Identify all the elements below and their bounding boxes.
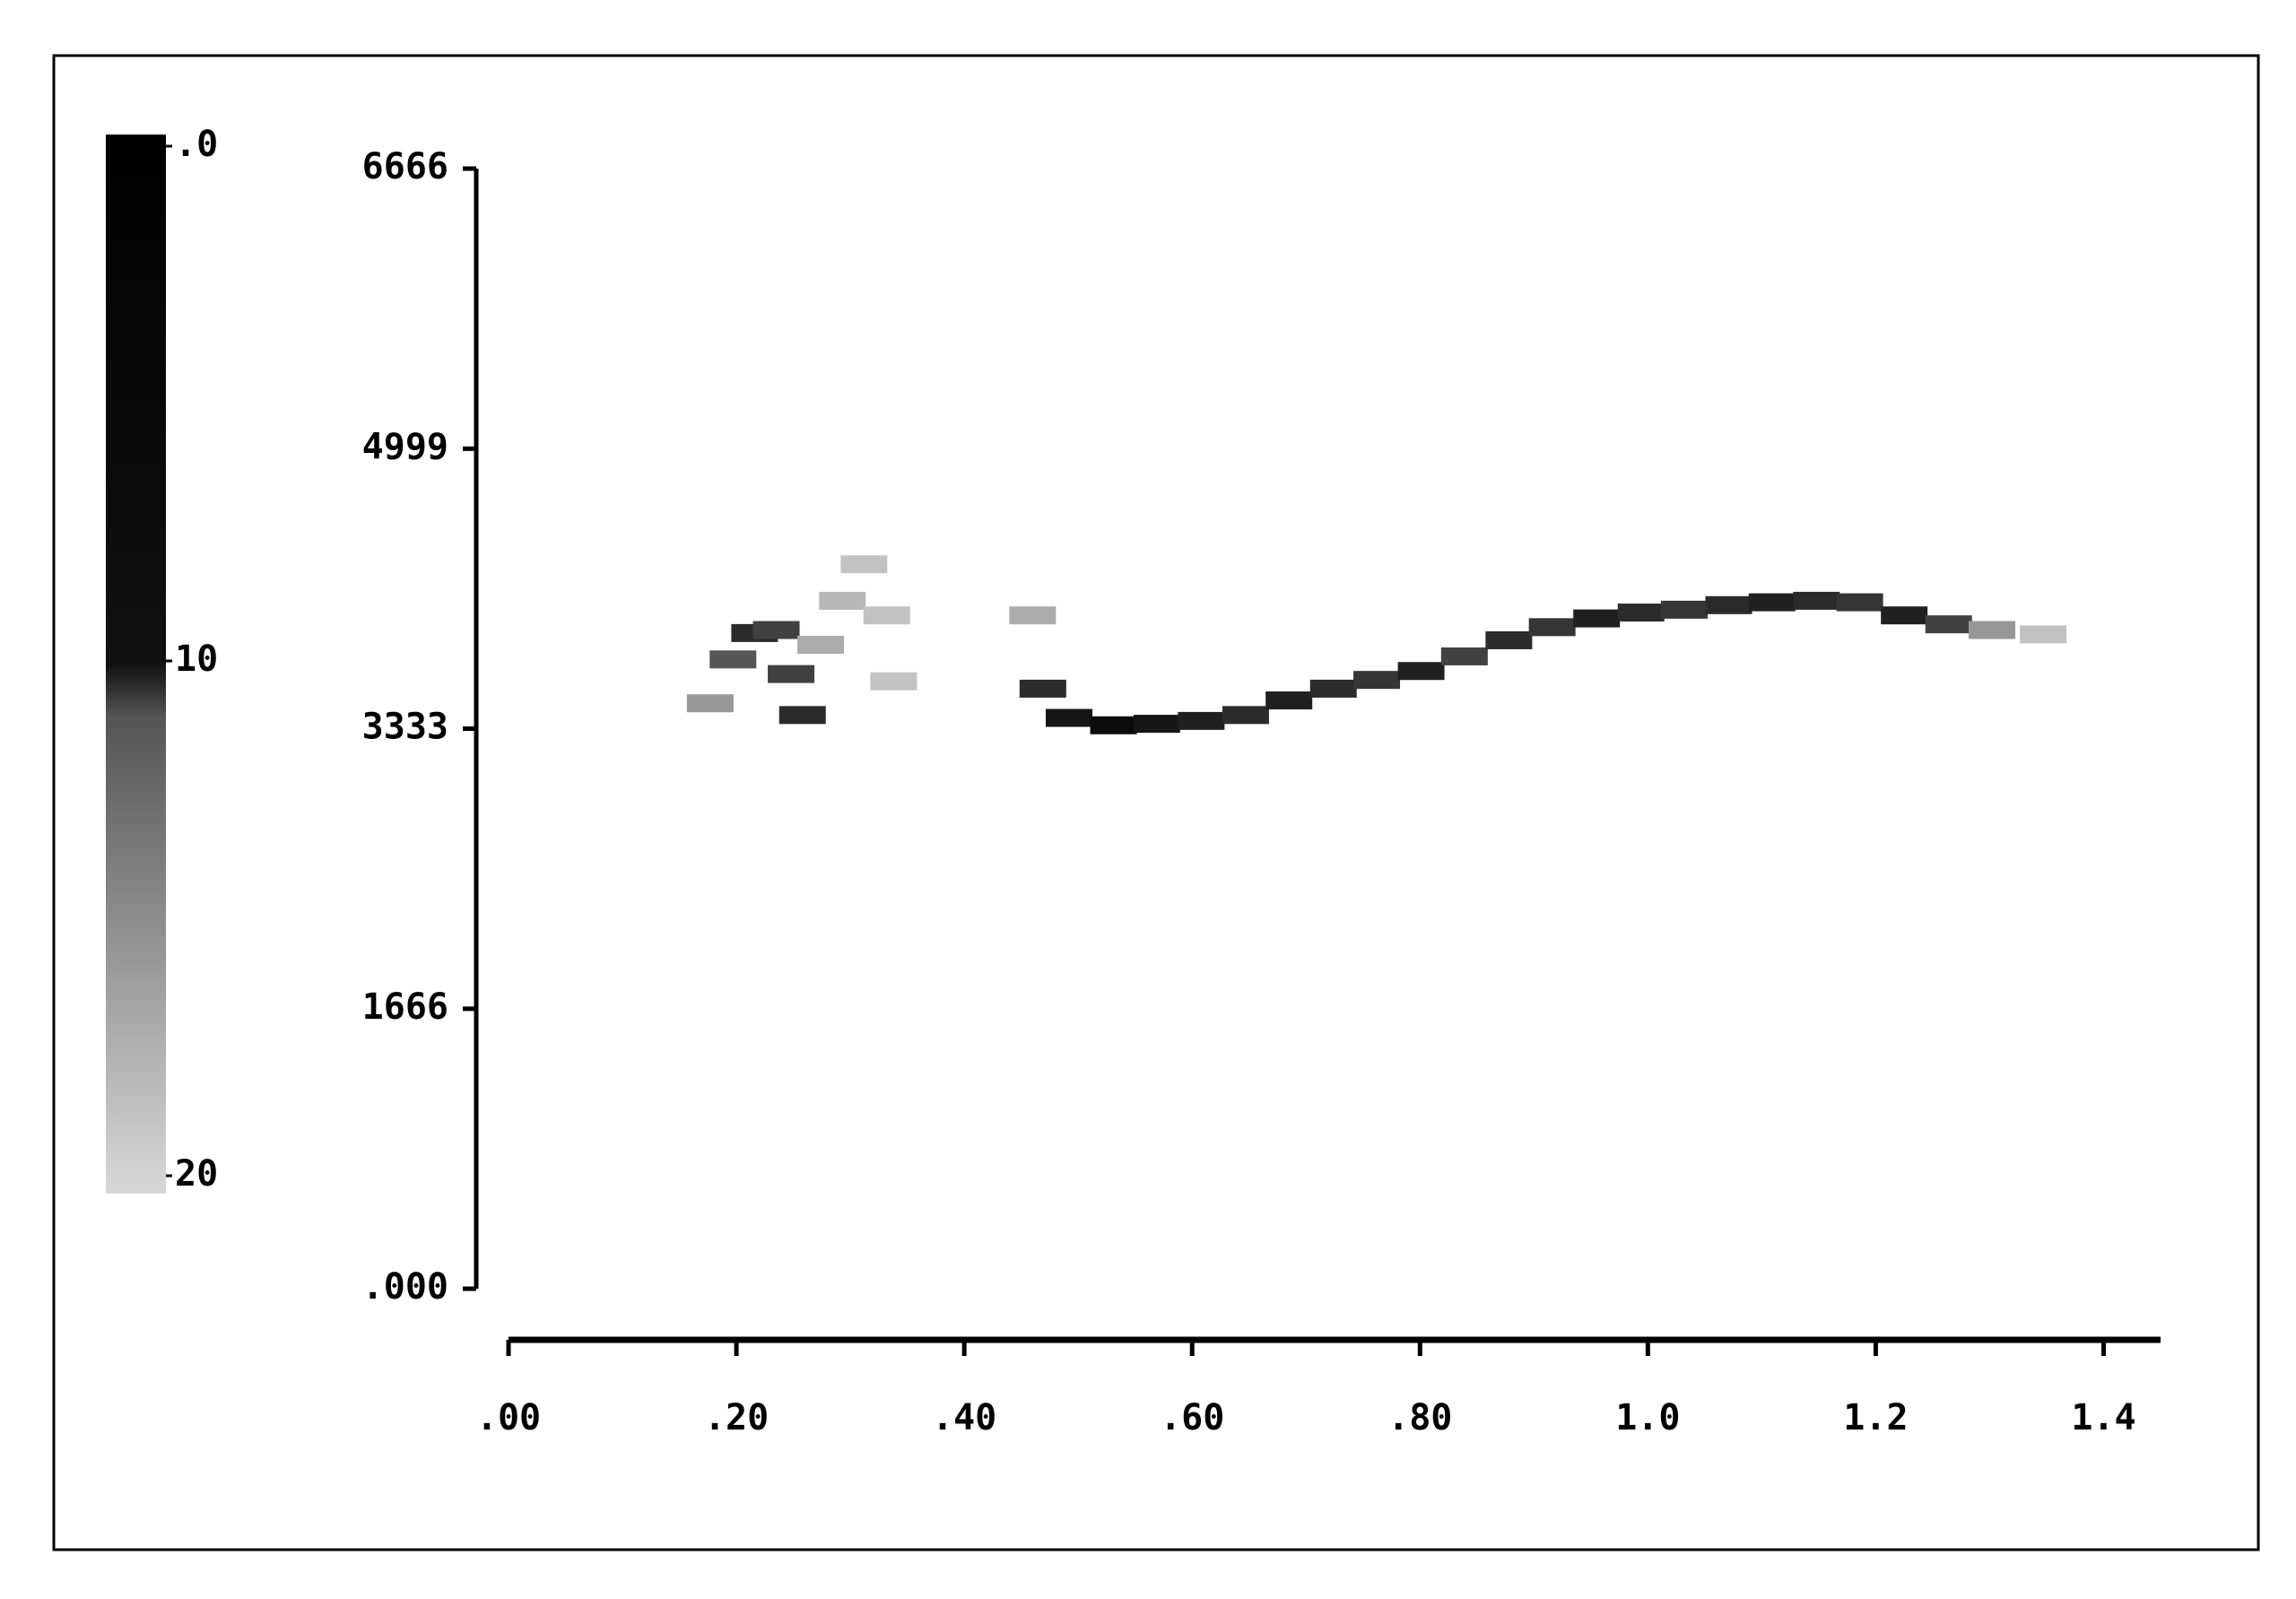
x-tick-label: .40 (932, 1397, 996, 1438)
point (1009, 606, 1057, 625)
frame (52, 54, 2260, 1551)
point (1705, 595, 1752, 614)
y-tick-label: 4999 (362, 426, 448, 467)
point (709, 650, 757, 669)
point (870, 672, 918, 691)
point (1353, 671, 1401, 690)
y-tick-label: 1666 (362, 986, 448, 1028)
colorbar-label: .0 (175, 124, 218, 165)
point (797, 636, 845, 655)
point (1617, 604, 1665, 622)
x-tick-label: 1.4 (2071, 1397, 2135, 1438)
point (752, 621, 800, 639)
x-tick-label: .00 (476, 1397, 541, 1438)
point (819, 591, 866, 610)
point (1925, 615, 1972, 634)
point (1528, 618, 1576, 637)
point (1309, 679, 1357, 698)
point (1793, 591, 1840, 610)
point (840, 555, 888, 574)
point (686, 694, 734, 713)
x-tick-label: .60 (1160, 1397, 1224, 1438)
point (1178, 711, 1225, 730)
point (768, 665, 815, 683)
point (1046, 708, 1093, 727)
point (1019, 679, 1066, 698)
point (1660, 600, 1708, 619)
point (1222, 706, 1269, 725)
point (1573, 609, 1621, 628)
x-tick-label: .20 (704, 1397, 769, 1438)
x-tick-label: 1.0 (1615, 1397, 1680, 1438)
x-tick-label: .80 (1387, 1397, 1452, 1438)
point (1485, 630, 1533, 649)
y-tick-label: 3333 (362, 707, 448, 748)
point (1881, 606, 1928, 625)
point (1265, 691, 1313, 710)
point (2020, 625, 2067, 644)
point (1748, 593, 1796, 612)
point (1836, 593, 1883, 612)
point (1440, 647, 1488, 665)
colorbar (106, 135, 166, 1194)
x-tick-label: 1.2 (1843, 1397, 1908, 1438)
point (778, 706, 826, 725)
colorbar-label: 10 (175, 639, 218, 680)
point (1133, 715, 1180, 734)
point (863, 606, 910, 625)
point (1968, 621, 2015, 639)
point (1397, 662, 1445, 681)
y-tick-label: .000 (362, 1266, 448, 1308)
point (1090, 716, 1137, 734)
y-tick-label: 6666 (362, 146, 448, 187)
colorbar-label: 20 (175, 1153, 218, 1195)
